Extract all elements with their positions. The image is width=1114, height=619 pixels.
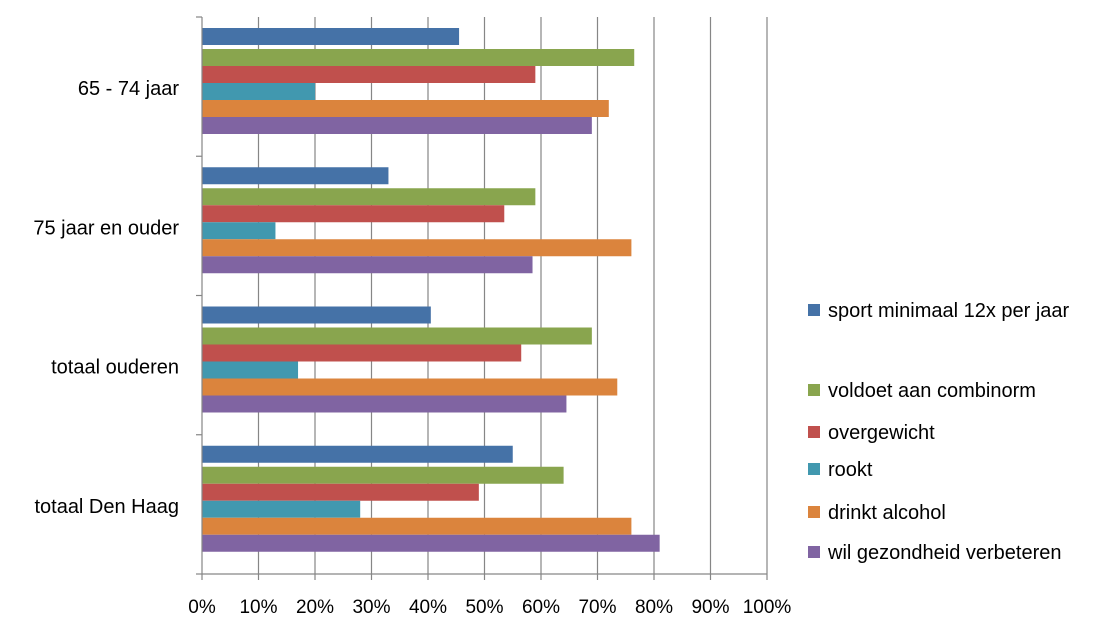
bar-3-series-5 [202, 378, 618, 396]
bar-2-series-2 [202, 188, 536, 206]
axes [196, 16, 768, 580]
bar-3-series-3 [202, 344, 522, 362]
bar-3-series-1 [202, 306, 431, 324]
x-tick-label: 40% [409, 597, 447, 618]
x-tick-label: 50% [465, 597, 503, 618]
legend-swatch-2 [808, 384, 820, 396]
bar-4-series-5 [202, 517, 632, 535]
bar-1-series-3 [202, 66, 536, 83]
bar-4-series-2 [202, 466, 564, 484]
legend-swatch-3 [808, 426, 820, 438]
x-tick-label: 100% [743, 597, 792, 618]
bar-2-series-3 [202, 205, 505, 223]
bar-1-series-5 [202, 100, 609, 117]
category-label: 65 - 74 jaar [78, 78, 180, 100]
legend: sport minimaal 12x per jaar voldoet aan c… [808, 300, 1070, 564]
x-tick-label: 60% [522, 597, 560, 618]
x-tick-label: 70% [578, 597, 616, 618]
category-label: 75 jaar en ouder [33, 217, 179, 239]
bar-1-series-6 [202, 117, 592, 134]
bar-1-series-1 [202, 28, 460, 45]
x-tick-label: 10% [239, 597, 277, 618]
bar-1-series-2 [202, 49, 635, 66]
bar-3-series-6 [202, 395, 567, 413]
legend-label-1: sport minimaal 12x per jaar [828, 300, 1070, 322]
legend-label-3: overgewicht [828, 422, 935, 444]
legend-label-6: wil gezondheid verbeteren [827, 542, 1062, 564]
bar-3-series-4 [202, 361, 299, 379]
bar-3-series-2 [202, 327, 592, 345]
bar-2-series-6 [202, 256, 533, 274]
legend-swatch-5 [808, 506, 820, 518]
legend-swatch-1 [808, 304, 820, 316]
legend-label-2: voldoet aan combinorm [828, 380, 1036, 402]
bar-4-series-4 [202, 500, 361, 518]
bar-2-series-1 [202, 167, 389, 185]
x-tick-label: 90% [691, 597, 729, 618]
x-tick-label: 0% [188, 597, 216, 618]
x-tick-label: 20% [296, 597, 334, 618]
bar-1-series-4 [202, 83, 315, 100]
x-tick-labels: 0% 10% 20% 30% 40% 50% 60% 70% 80% 90% 100% [188, 597, 791, 618]
legend-label-5: drinkt alcohol [828, 502, 946, 524]
legend-label-4: rookt [828, 459, 873, 481]
bar-2-series-4 [202, 222, 276, 240]
legend-swatch-6 [808, 546, 820, 558]
bar-4-series-6 [202, 534, 660, 552]
legend-swatch-4 [808, 463, 820, 475]
bar-4-series-1 [202, 445, 513, 463]
category-label: totaal ouderen [51, 357, 179, 379]
x-tick-label: 30% [352, 597, 390, 618]
bar-4-series-3 [202, 483, 479, 501]
x-tick-label: 80% [635, 597, 673, 618]
bar-2-series-5 [202, 239, 632, 257]
category-label: totaal Den Haag [34, 496, 179, 518]
category-labels: 65 - 74 jaar 75 jaar en ouder totaal ouder… [33, 78, 179, 518]
bars [202, 28, 660, 552]
